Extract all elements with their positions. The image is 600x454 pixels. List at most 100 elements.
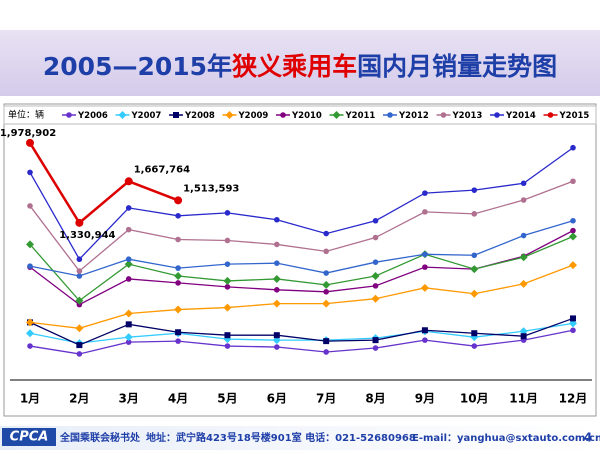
marker [75,218,84,227]
legend-label: Y2012 [398,111,429,121]
marker [26,318,34,327]
marker [225,111,234,119]
marker [26,240,34,249]
series-line [29,180,574,273]
marker [323,288,329,295]
marker [570,227,576,234]
marker [274,241,280,248]
marker [471,343,478,349]
unit-label: 单位：辆 [8,109,44,121]
marker [569,261,577,270]
legend-label: Y2008 [184,111,215,121]
marker [323,349,329,355]
x-tick-label: 12月 [559,392,588,406]
marker [66,112,72,118]
marker [280,112,286,118]
marker [323,270,329,276]
marker [175,213,181,219]
marker [118,111,127,119]
marker [125,276,132,282]
legend-label: Y2014 [505,111,536,121]
marker [570,327,576,334]
marker [125,339,132,345]
marker [420,283,429,292]
marker [570,144,576,151]
marker [371,294,380,303]
marker [174,272,183,280]
x-tick-label: 3月 [119,392,139,406]
marker [471,187,478,193]
marker [224,332,231,339]
footer-address: 地址：武宁路423号18号楼901室 电话：021-52680968 [146,431,416,444]
marker [372,345,379,351]
marker [125,256,132,263]
marker [274,344,280,350]
marker [272,274,281,283]
legend-label: Y2007 [131,111,162,121]
marker [27,203,33,209]
marker [570,315,576,322]
series-line [29,329,574,355]
marker [440,112,447,118]
footer-band [0,426,600,450]
marker [387,112,393,118]
x-tick-label: 9月 [415,392,435,406]
marker [471,330,478,337]
marker [76,273,83,279]
marker [173,112,179,118]
marker [332,111,341,119]
marker [520,232,527,239]
x-tick-label: 10月 [460,392,489,406]
marker [422,209,428,215]
data-label: 1,513,593 [183,183,239,194]
marker [224,261,231,267]
marker [174,305,183,314]
marker [520,333,527,340]
marker [125,321,132,328]
marker [471,211,478,217]
marker [125,226,132,233]
marker [27,169,33,176]
marker [223,303,232,312]
marker [125,205,132,211]
marker [372,234,379,241]
marker [124,260,133,269]
footer-org: 全国乘联会秘书处 [59,431,141,444]
marker [422,190,428,196]
legend-label: Y2011 [345,111,376,121]
plot: 1月 2月 3月 4月 5月 6月 7月 8月 9月 10月 11月 12月 Y2006 Y2007 Y20… [0,111,589,406]
logo: CPCA [10,430,49,445]
series-line [29,220,574,277]
footer-email: E-mail：yanghua@sxtauto.com.cn [412,433,600,444]
x-tick-label: 11月 [509,392,538,406]
series-line [29,322,574,344]
legend-label: Y2009 [238,111,269,121]
data-label: 1,330,944 [59,230,115,241]
x-tick-label: 2月 [69,392,89,406]
title-band [0,30,600,96]
marker [273,332,280,339]
marker [520,180,527,187]
marker [323,230,329,237]
marker [371,272,380,280]
marker [124,309,133,318]
marker [223,276,232,285]
series-line [29,317,574,346]
legend-label: Y2013 [452,111,483,121]
marker [322,280,331,289]
marker [224,210,231,216]
marker [470,265,479,274]
marker [124,177,133,186]
marker [372,283,379,289]
marker [421,327,428,334]
marker [570,217,576,224]
marker [124,333,133,342]
marker [75,296,84,305]
marker [372,259,379,265]
marker [272,299,281,308]
x-tick-label: 6月 [267,392,287,406]
marker [224,284,231,290]
marker [175,280,181,286]
series-line [29,264,574,329]
marker [519,279,528,288]
